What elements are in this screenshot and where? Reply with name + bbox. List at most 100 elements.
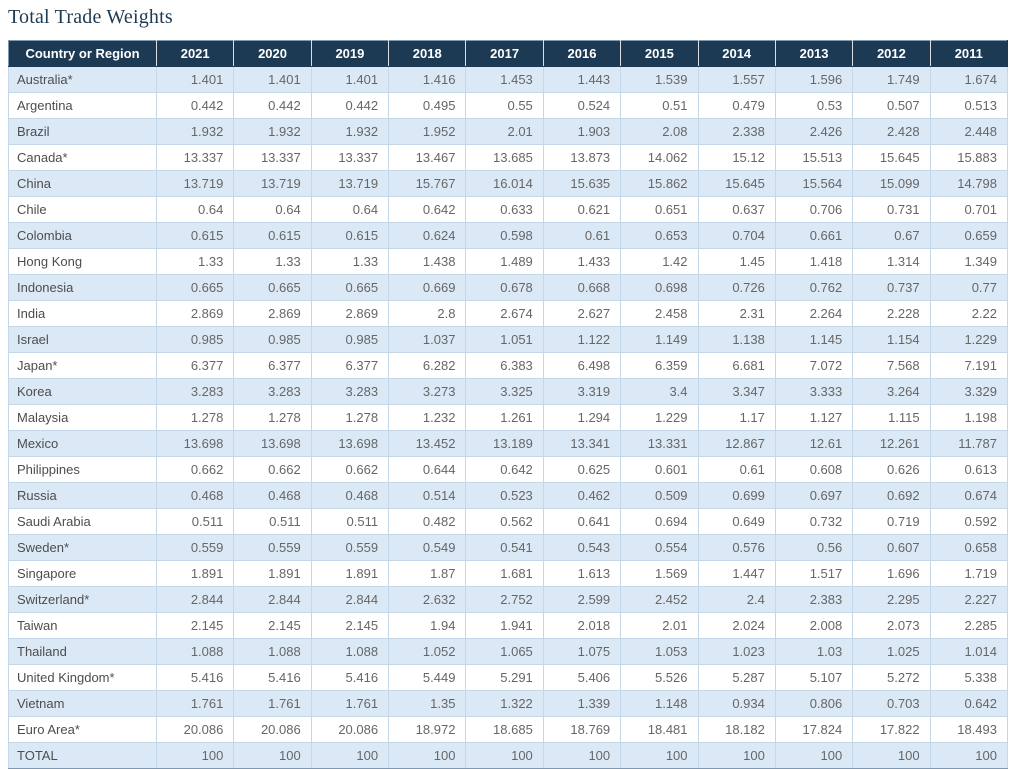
value-cell: 0.67 <box>852 222 931 249</box>
value-cell: 0.653 <box>620 222 699 249</box>
value-cell: 5.291 <box>465 664 544 691</box>
value-cell: 100 <box>774 742 854 769</box>
column-header-2016: 2016 <box>543 40 622 67</box>
value-cell: 2.448 <box>929 118 1009 145</box>
country-cell: United Kingdom* <box>8 664 157 691</box>
value-cell: 18.972 <box>388 716 467 743</box>
value-cell: 6.377 <box>155 352 235 379</box>
country-cell: Brazil <box>8 118 157 145</box>
value-cell: 0.719 <box>852 508 931 535</box>
value-cell: 0.479 <box>697 92 776 119</box>
value-cell: 0.523 <box>465 482 544 509</box>
country-cell: Switzerland* <box>8 586 157 613</box>
value-cell: 2.599 <box>542 586 622 613</box>
table-row: TOTAL 100 100 100 100 100 100 100 100 100 100 100 <box>8 742 1009 769</box>
value-cell: 2.4 <box>697 586 776 613</box>
country-cell: China <box>8 170 157 197</box>
country-cell: Japan* <box>8 352 157 379</box>
value-cell: 3.264 <box>852 378 931 405</box>
country-cell: Indonesia <box>8 274 157 301</box>
value-cell: 0.659 <box>929 222 1009 249</box>
country-cell: Chile <box>8 196 157 223</box>
value-cell: 1.719 <box>929 560 1009 587</box>
value-cell: 3.283 <box>310 378 390 405</box>
value-cell: 0.985 <box>310 326 390 353</box>
value-cell: 13.337 <box>155 144 235 171</box>
column-header-2014: 2014 <box>698 40 776 67</box>
value-cell: 2.869 <box>155 300 235 327</box>
value-cell: 0.55 <box>465 92 544 119</box>
table-row: Sweden* 0.559 0.559 0.559 0.549 0.541 0.543 0.5… <box>8 534 1009 561</box>
value-cell: 0.615 <box>233 222 312 249</box>
value-cell: 0.513 <box>929 92 1009 119</box>
value-cell: 0.64 <box>155 196 235 223</box>
value-cell: 2.452 <box>620 586 699 613</box>
table-row: Hong Kong 1.33 1.33 1.33 1.438 1.489 1.433 1.42… <box>8 248 1009 275</box>
value-cell: 1.145 <box>774 326 854 353</box>
value-cell: 5.406 <box>542 664 622 691</box>
value-cell: 1.037 <box>388 326 467 353</box>
value-cell: 6.498 <box>542 352 622 379</box>
value-cell: 0.549 <box>388 534 467 561</box>
value-cell: 15.645 <box>852 144 931 171</box>
value-cell: 1.339 <box>542 690 622 717</box>
value-cell: 13.189 <box>465 430 544 457</box>
value-cell: 0.624 <box>388 222 467 249</box>
value-cell: 0.732 <box>774 508 854 535</box>
value-cell: 2.428 <box>852 118 931 145</box>
value-cell: 0.442 <box>233 92 312 119</box>
table-row: Switzerland* 2.844 2.844 2.844 2.632 2.752 2.5… <box>8 586 1009 613</box>
country-cell: Canada* <box>8 144 157 171</box>
value-cell: 0.495 <box>388 92 467 119</box>
value-cell: 3.273 <box>388 378 467 405</box>
table-row: Japan* 6.377 6.377 6.377 6.282 6.383 6.498 6.35… <box>8 352 1009 379</box>
value-cell: 0.665 <box>233 274 312 301</box>
value-cell: 15.645 <box>697 170 776 197</box>
table-row: Russia 0.468 0.468 0.468 0.514 0.523 0.462 0.50… <box>8 482 1009 509</box>
value-cell: 1.489 <box>465 248 544 275</box>
table-row: Thailand 1.088 1.088 1.088 1.052 1.065 1.075 1.… <box>8 638 1009 665</box>
value-cell: 1.154 <box>852 326 931 353</box>
value-cell: 2.844 <box>155 586 235 613</box>
value-cell: 1.696 <box>852 560 931 587</box>
value-cell: 0.633 <box>465 196 544 223</box>
value-cell: 1.052 <box>388 638 467 665</box>
value-cell: 1.053 <box>620 638 699 665</box>
value-cell: 2.844 <box>233 586 312 613</box>
value-cell: 5.416 <box>233 664 312 691</box>
column-header-2019: 2019 <box>311 40 390 67</box>
value-cell: 13.719 <box>310 170 390 197</box>
value-cell: 18.481 <box>620 716 699 743</box>
table-row: Saudi Arabia 0.511 0.511 0.511 0.482 0.562 0.6… <box>8 508 1009 535</box>
value-cell: 2.08 <box>620 118 699 145</box>
value-cell: 2.383 <box>774 586 854 613</box>
country-cell: Saudi Arabia <box>8 508 157 535</box>
value-cell: 1.749 <box>852 66 931 93</box>
value-cell: 2.295 <box>852 586 931 613</box>
value-cell: 2.228 <box>852 300 931 327</box>
value-cell: 0.61 <box>697 456 776 483</box>
value-cell: 1.438 <box>388 248 467 275</box>
value-cell: 0.985 <box>155 326 235 353</box>
value-cell: 12.261 <box>852 430 931 457</box>
value-cell: 3.283 <box>233 378 312 405</box>
value-cell: 0.77 <box>929 274 1009 301</box>
value-cell: 2.869 <box>233 300 312 327</box>
value-cell: 13.337 <box>233 144 312 171</box>
country-cell: Mexico <box>8 430 157 457</box>
value-cell: 1.569 <box>620 560 699 587</box>
value-cell: 1.014 <box>929 638 1009 665</box>
value-cell: 3.283 <box>155 378 235 405</box>
value-cell: 0.514 <box>388 482 467 509</box>
table-row: Malaysia 1.278 1.278 1.278 1.232 1.261 1.294 1.… <box>8 404 1009 431</box>
value-cell: 1.87 <box>388 560 467 587</box>
value-cell: 0.53 <box>774 92 854 119</box>
value-cell: 1.088 <box>310 638 390 665</box>
value-cell: 3.325 <box>465 378 544 405</box>
table-row: Philippines 0.662 0.662 0.662 0.644 0.642 0.62… <box>8 456 1009 483</box>
column-header-2017: 2017 <box>465 40 544 67</box>
value-cell: 1.761 <box>155 690 235 717</box>
value-cell: 15.12 <box>697 144 776 171</box>
country-cell: Thailand <box>8 638 157 665</box>
table-row: Chile 0.64 0.64 0.64 0.642 0.633 0.621 0.651 0.6… <box>8 196 1009 223</box>
